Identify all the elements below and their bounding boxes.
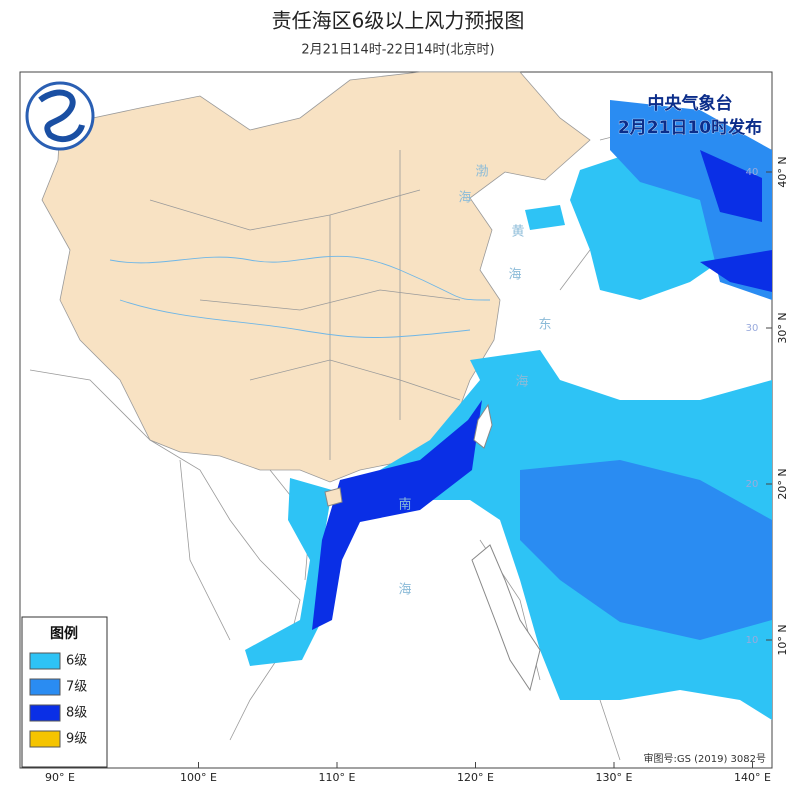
sea-label: 海 — [398, 583, 411, 598]
lat-inner-label: 40 — [746, 167, 759, 178]
lat-inner-label: 10 — [746, 635, 759, 646]
lon-label: 100° E — [180, 771, 217, 784]
lat-label: 20° N — [776, 468, 789, 499]
lat-label: 30° N — [776, 312, 789, 343]
wind-area — [700, 150, 762, 222]
approval-number: 审图号:GS (2019) 3082号 — [643, 752, 766, 765]
taiwan — [473, 403, 493, 449]
philippines — [471, 544, 541, 692]
legend-title: 图例 — [50, 625, 78, 642]
title: 责任海区6级以上风力预报图 — [272, 9, 525, 33]
lat-label: 40° N — [776, 156, 789, 187]
sea-label: 海 — [508, 268, 521, 283]
lon-label: 110° E — [319, 771, 356, 784]
legend-label: 8级 — [66, 706, 87, 721]
legend-items: 6级 7级 8级 9级 — [29, 652, 87, 748]
axis-labels: 90° E 100° E 110° E 120° E 130° E 140° E 40° N… — [45, 156, 789, 784]
wind-area — [700, 250, 772, 292]
legend-label: 6级 — [66, 654, 87, 669]
legend-label: 9级 — [66, 732, 87, 747]
sea-label: 渤 — [475, 164, 488, 180]
lat-inner-label: 30 — [746, 323, 759, 334]
lon-label: 90° E — [45, 771, 75, 784]
lon-label: 130° E — [596, 771, 633, 784]
wind-area — [312, 400, 482, 630]
wind-area — [245, 478, 332, 666]
lon-label: 120° E — [457, 771, 494, 784]
lat-inner-label: 20 — [746, 479, 759, 490]
wind-area — [525, 205, 565, 230]
sea-label: 海 — [458, 191, 471, 206]
legend-label: 7级 — [66, 680, 87, 695]
sea-label: 东 — [538, 318, 551, 333]
legend-swatch — [29, 678, 61, 696]
wind-area — [610, 100, 772, 300]
sea-label: 黄 — [511, 225, 524, 240]
subtitle: 2月21日14时-22日14时(北京时) — [301, 43, 494, 58]
wind-area — [520, 460, 772, 640]
sea-label: 南 — [398, 497, 411, 513]
lon-label: 140° E — [734, 771, 771, 784]
legend-swatch — [29, 652, 61, 670]
legend: 图例 6级 7级 8级 9级 — [21, 616, 108, 768]
hainan — [324, 487, 343, 507]
rivers — [109, 255, 491, 338]
legend-swatch — [29, 704, 61, 722]
province-borders — [149, 150, 461, 460]
lat-label: 10° N — [776, 624, 789, 655]
logo — [25, 81, 95, 151]
agency: 中央气象台 — [648, 93, 733, 114]
issued-time: 2月21日10时发布 — [618, 117, 762, 138]
sea-label: 海 — [515, 375, 528, 390]
legend-swatch — [29, 730, 61, 748]
